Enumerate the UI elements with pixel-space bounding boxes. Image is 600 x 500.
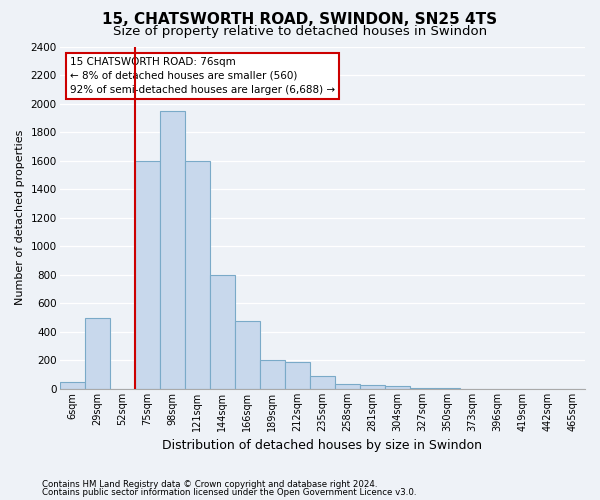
- Text: 15, CHATSWORTH ROAD, SWINDON, SN25 4TS: 15, CHATSWORTH ROAD, SWINDON, SN25 4TS: [103, 12, 497, 28]
- Bar: [260, 360, 285, 389]
- Bar: [410, 388, 435, 389]
- Y-axis label: Number of detached properties: Number of detached properties: [15, 130, 25, 306]
- Text: Contains public sector information licensed under the Open Government Licence v3: Contains public sector information licen…: [42, 488, 416, 497]
- X-axis label: Distribution of detached houses by size in Swindon: Distribution of detached houses by size …: [162, 440, 482, 452]
- Bar: [360, 384, 385, 389]
- Text: 15 CHATSWORTH ROAD: 76sqm
← 8% of detached houses are smaller (560)
92% of semi-: 15 CHATSWORTH ROAD: 76sqm ← 8% of detach…: [70, 57, 335, 95]
- Bar: [160, 110, 185, 389]
- Bar: [59, 382, 85, 389]
- Bar: [85, 318, 110, 389]
- Bar: [285, 362, 310, 389]
- Text: Contains HM Land Registry data © Crown copyright and database right 2024.: Contains HM Land Registry data © Crown c…: [42, 480, 377, 489]
- Bar: [385, 386, 410, 389]
- Bar: [185, 160, 210, 389]
- Bar: [235, 320, 260, 389]
- Bar: [335, 384, 360, 389]
- Bar: [310, 376, 335, 389]
- Bar: [210, 275, 235, 389]
- Bar: [134, 160, 160, 389]
- Bar: [435, 388, 460, 389]
- Text: Size of property relative to detached houses in Swindon: Size of property relative to detached ho…: [113, 25, 487, 38]
